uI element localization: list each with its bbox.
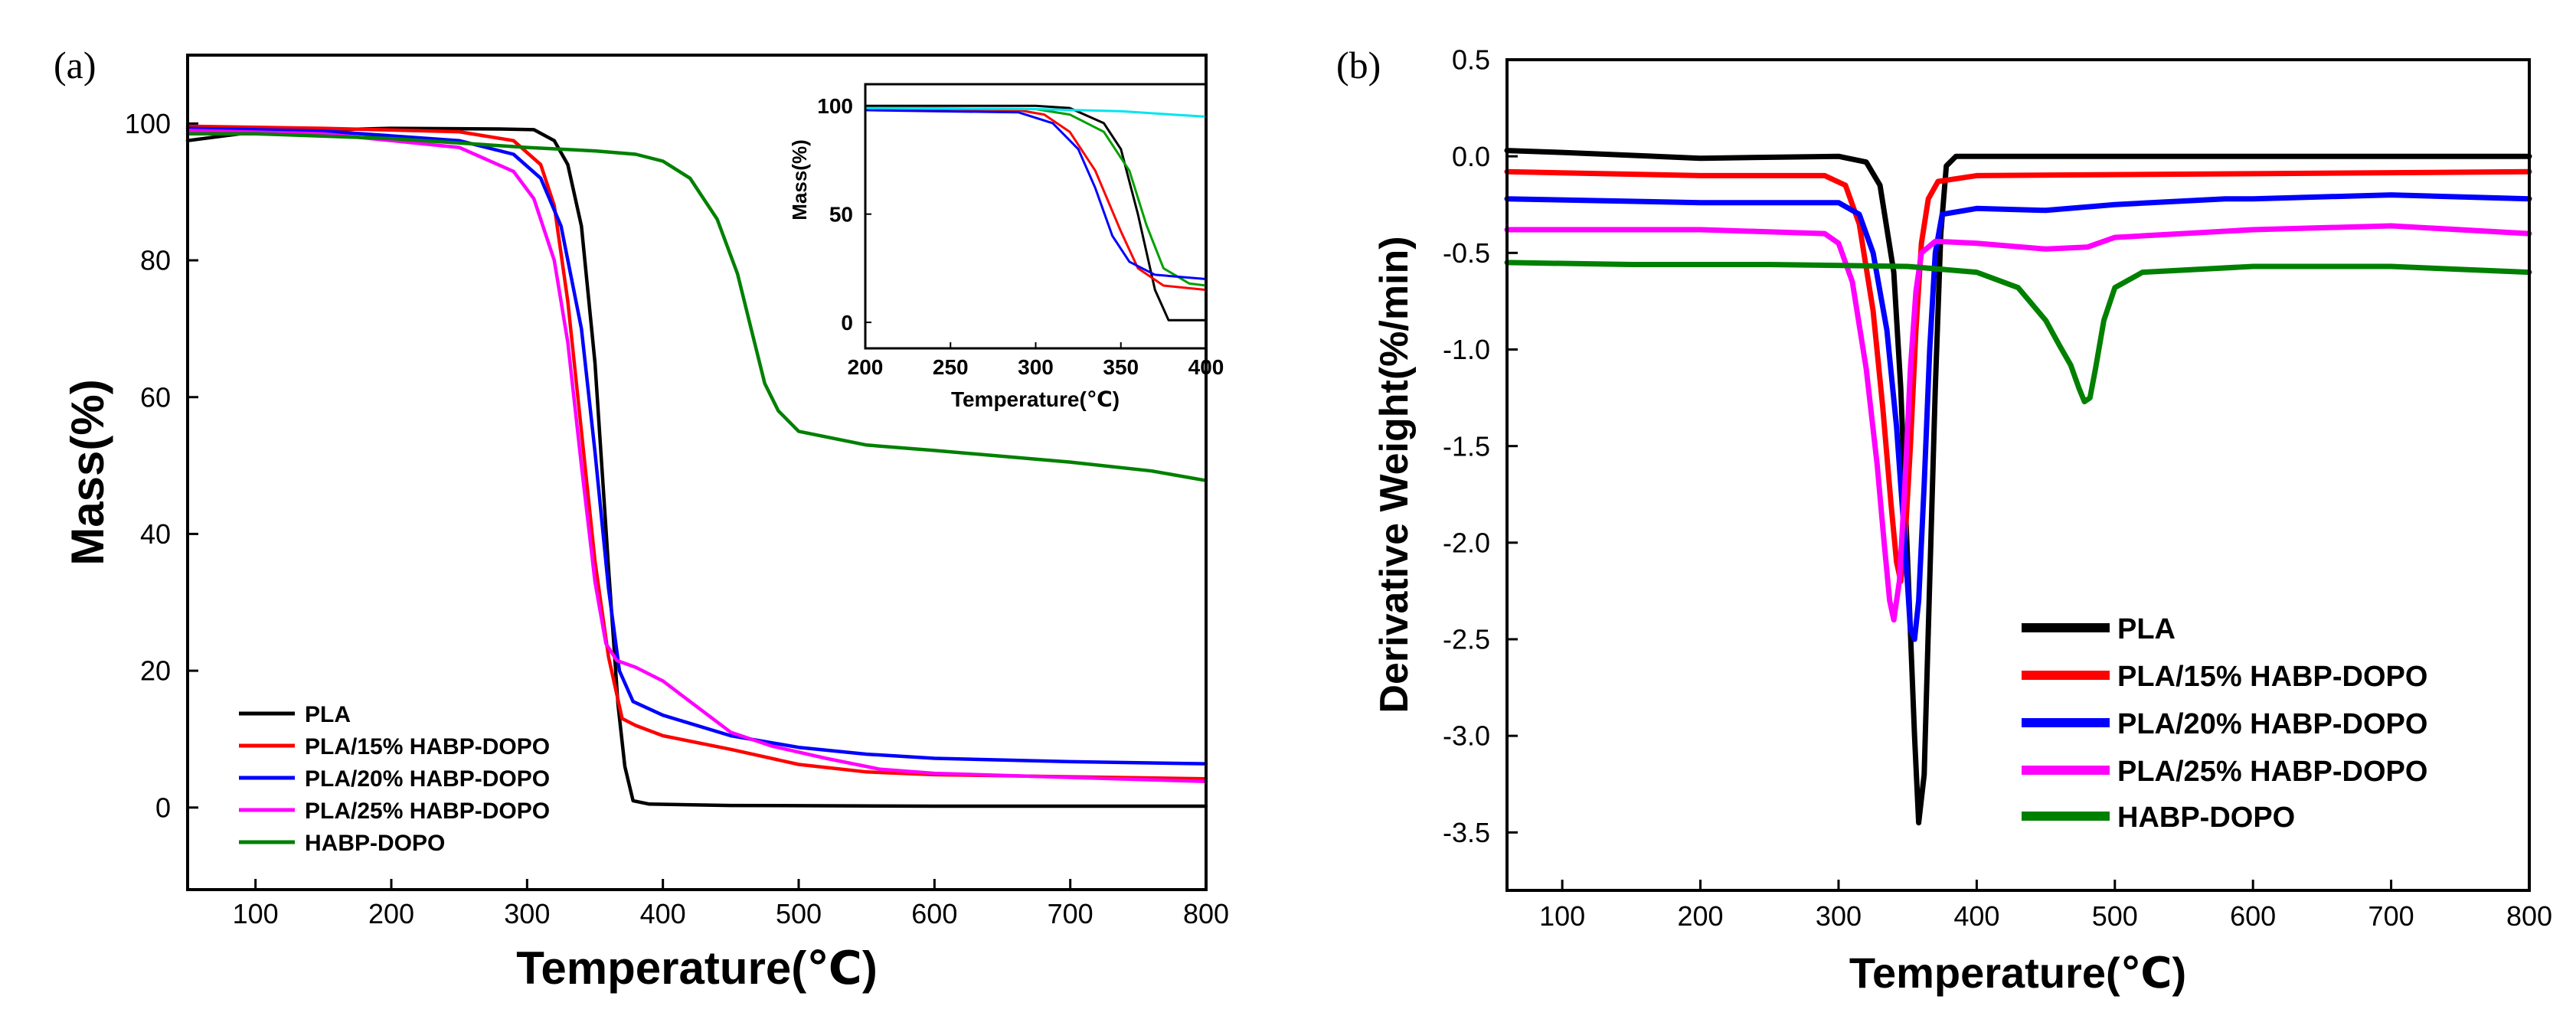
panel-label-a: (a) <box>54 44 96 87</box>
b-series-line-0 <box>1504 148 2532 826</box>
b-x-tick-label: 800 <box>2506 900 2552 932</box>
y-axis-label-b: Derivative Weight(%/min) <box>1372 236 1417 713</box>
panel-label-b: (b) <box>1336 44 1381 87</box>
inset-y-axis-label: Mass(%) <box>788 139 811 220</box>
inset-series-line-3 <box>864 109 1208 280</box>
inset-frame <box>864 83 1208 350</box>
y-ticks-a: 0 20 40 60 80 100 <box>125 108 198 823</box>
a-y-tick-label: 100 <box>125 108 171 139</box>
a-y-tick-label: 0 <box>155 792 171 823</box>
inset-y-tick-label: 0 <box>841 311 853 335</box>
a-x-tick-label: 200 <box>368 898 414 929</box>
inset-series-line-4 <box>864 106 1208 118</box>
a-series-line-1 <box>185 124 1208 781</box>
b-y-tick-label: -1.5 <box>1443 430 1490 462</box>
legend-label-pla-20-b: PLA/20% HABP-DOPO <box>2117 708 2427 740</box>
b-y-tick-label: -2.5 <box>1443 624 1490 655</box>
legend-label-pla-25-b: PLA/25% HABP-DOPO <box>2117 756 2427 788</box>
a-y-tick-label: 40 <box>140 518 171 550</box>
inset-plot-area <box>864 104 1208 322</box>
inset-series-line-1 <box>864 106 1208 292</box>
x-ticks-a: 100 200 300 400 500 600 700 800 <box>233 879 1229 929</box>
plot-frame-a <box>186 54 1208 891</box>
legend-a: PLA PLA/15% HABP-DOPO PLA/20% HABP-DOPO … <box>239 702 550 856</box>
b-y-tick-label: 0.0 <box>1452 141 1490 172</box>
a-x-tick-label: 300 <box>504 898 550 929</box>
inset-x-tick-label: 200 <box>848 355 884 379</box>
b-x-tick-label: 600 <box>2230 900 2276 932</box>
x-ticks-b: 100 200 300 400 500 600 700 800 <box>1539 880 2552 932</box>
a-series-line-3 <box>185 129 1208 784</box>
legend-label-pla-15: PLA/15% HABP-DOPO <box>305 734 550 759</box>
b-series-line-2 <box>1504 192 2532 642</box>
inset-x-tick-label: 250 <box>933 355 969 379</box>
x-axis-label-b: Temperature(℃) <box>1849 949 2186 997</box>
legend-label-pla-20: PLA/20% HABP-DOPO <box>305 766 550 792</box>
b-y-tick-label: -0.5 <box>1443 237 1490 269</box>
a-y-tick-label: 80 <box>140 245 171 276</box>
b-x-tick-label: 100 <box>1539 900 1585 932</box>
plot-frame-b <box>1505 58 2531 892</box>
legend-label-habp-dopo-b: HABP-DOPO <box>2117 802 2295 834</box>
b-x-tick-label: 500 <box>2092 900 2138 932</box>
a-series-line-0 <box>185 126 1208 808</box>
b-x-tick-label: 300 <box>1816 900 1862 932</box>
a-x-tick-label: 400 <box>640 898 686 929</box>
b-y-tick-label: -3.5 <box>1443 817 1490 848</box>
a-x-tick-label: 600 <box>911 898 957 929</box>
b-y-tick-label: -1.0 <box>1443 334 1490 365</box>
legend-label-pla-b: PLA <box>2117 613 2176 645</box>
inset-series-line-0 <box>864 104 1208 322</box>
inset-x-axis-label: Temperature(℃) <box>951 387 1120 411</box>
legend-label-pla-25: PLA/25% HABP-DOPO <box>305 799 550 824</box>
y-ticks-b: 0.5 0.0 -0.5 -1.0 -1.5 -2.0 -2.5 -3.0 -3.5 <box>1443 44 1518 848</box>
b-x-tick-label: 200 <box>1678 900 1724 932</box>
plot-area-a <box>185 124 1208 808</box>
y-axis-label-a: Mass(%) <box>62 379 113 565</box>
a-y-tick-label: 60 <box>140 381 171 413</box>
a-y-tick-label: 20 <box>140 655 171 687</box>
inset-y-tick-label: 50 <box>829 202 853 226</box>
inset-x-tick-label: 300 <box>1018 355 1054 379</box>
inset-series-line-2 <box>864 106 1208 287</box>
inset-y-tick-label: 100 <box>817 94 853 118</box>
b-y-tick-label: 0.5 <box>1452 44 1490 76</box>
b-y-tick-label: -2.0 <box>1443 527 1490 558</box>
b-series-line-1 <box>1504 168 2532 584</box>
a-x-tick-label: 800 <box>1183 898 1229 929</box>
legend-label-habp-dopo: HABP-DOPO <box>305 831 445 856</box>
a-x-tick-label: 700 <box>1048 898 1093 929</box>
legend-b: PLA PLA/15% HABP-DOPO PLA/20% HABP-DOPO … <box>2022 613 2427 834</box>
b-series-line-3 <box>1504 223 2532 623</box>
a-series-line-4 <box>185 132 1208 482</box>
panel-a: (a) 100 200 300 400 500 600 700 800 02040608010… <box>54 44 1229 994</box>
x-axis-label-a: Temperature(℃) <box>516 942 878 994</box>
a-series-line-2 <box>185 126 1208 766</box>
plot-area-b <box>1504 148 2532 826</box>
a-x-tick-label: 100 <box>233 898 279 929</box>
inset-y-ticks: 0 50 100 <box>817 94 871 335</box>
a-x-tick-label: 500 <box>776 898 822 929</box>
legend-label-pla: PLA <box>305 702 351 727</box>
b-series-line-4 <box>1504 260 2532 405</box>
panel-b: (b) 100 200 300 400 500 600 700 800 0.5 0.0 -0.5 -… <box>1336 44 2552 997</box>
inset-x-tick-label: 400 <box>1188 355 1224 379</box>
legend-label-pla-15-b: PLA/15% HABP-DOPO <box>2117 661 2427 693</box>
inset-x-tick-label: 350 <box>1103 355 1139 379</box>
b-y-tick-label: -3.0 <box>1443 720 1490 752</box>
inset-a: 200 250 300 350 400 0 50 100 Temperature(℃) Ma… <box>788 83 1224 411</box>
b-x-tick-label: 700 <box>2368 900 2414 932</box>
inset-x-ticks: 200 250 300 350 400 <box>848 342 1224 379</box>
b-x-tick-label: 400 <box>1953 900 1999 932</box>
